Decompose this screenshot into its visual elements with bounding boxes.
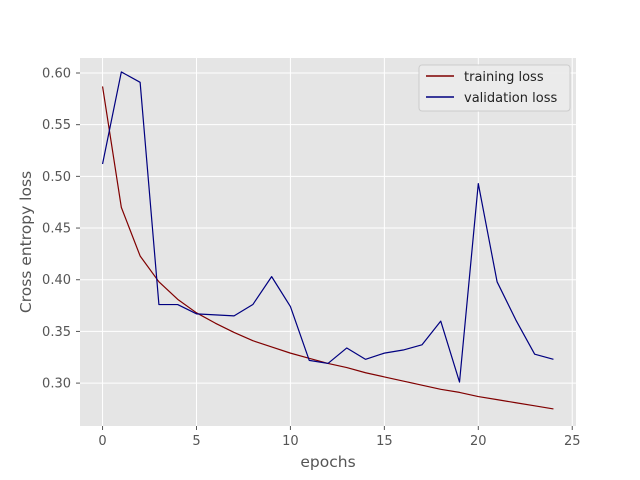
y-tick-label: 0.60 [42,66,71,81]
series-lines [101,71,554,410]
series-line-validation-loss [101,71,554,383]
y-tick-label: 0.30 [42,377,71,392]
legend-label-validation-loss: validation loss [464,91,557,106]
y-tick-label: 0.40 [42,273,71,288]
x-tick-label: 5 [192,434,200,449]
y-tick-label: 0.45 [42,222,71,237]
x-tick-label: 25 [564,434,581,449]
y-axis-label: Cross entropy loss [17,171,35,313]
plot-area [80,58,576,426]
legend: training loss validation loss [418,64,571,112]
x-tick-label: 15 [376,434,393,449]
x-axis-ticks: 0 5 10 15 20 25 [98,426,581,449]
legend-box [418,64,571,112]
x-tick-label: 0 [98,434,106,449]
x-axis-label: epochs [300,453,355,471]
y-tick-label: 0.35 [42,325,71,340]
x-tick-label: 10 [282,434,299,449]
y-axis-ticks: 0.30 0.35 0.40 0.45 0.50 0.55 0.60 [42,66,80,392]
y-tick-label: 0.50 [42,170,71,185]
y-tick-label: 0.55 [42,118,71,133]
legend-label-training-loss: training loss [464,70,544,85]
x-tick-label: 20 [470,434,487,449]
